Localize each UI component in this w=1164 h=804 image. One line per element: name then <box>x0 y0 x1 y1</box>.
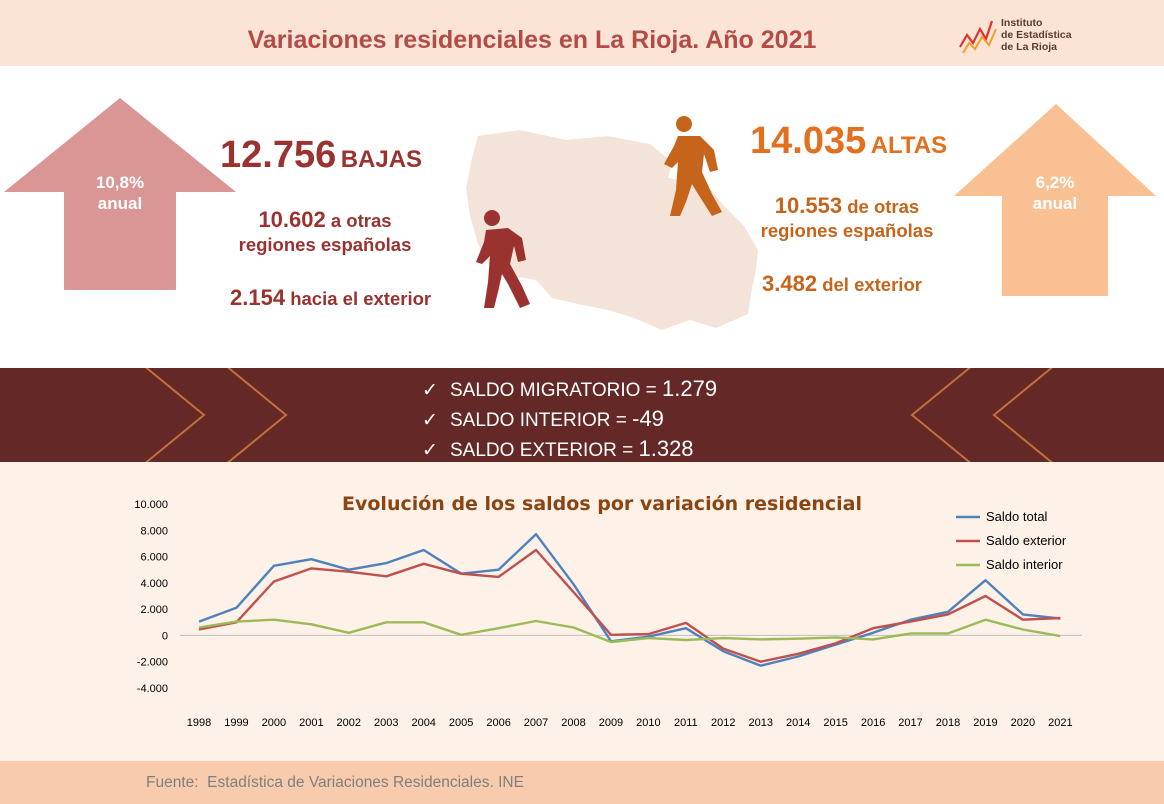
series-line-saldo-interior <box>198 618 1061 644</box>
saldo-migratorio: ✓ SALDO MIGRATORIO = 1.279 <box>422 375 717 405</box>
y-tick-label: 8.000 <box>140 525 168 537</box>
x-tick-label: 2017 <box>898 717 922 729</box>
logo-line: de Estadística <box>1001 29 1072 41</box>
x-tick-label: 2001 <box>299 717 323 729</box>
y-tick-label: -2.000 <box>137 657 168 669</box>
altas-regiones-number: 10.553 <box>774 193 843 218</box>
walking-person-altas-icon <box>664 116 722 216</box>
legend-label: Saldo total <box>986 509 1048 524</box>
legend-label: Saldo exterior <box>986 533 1067 548</box>
y-tick-label: 10.000 <box>134 499 168 511</box>
bajas-exterior-block: 2.154 hacia el exterior <box>230 286 431 311</box>
checkmark-icon: ✓ <box>422 380 438 401</box>
walking-person-bajas-icon <box>476 210 530 308</box>
saldo-exterior: ✓ SALDO EXTERIOR = 1.328 <box>422 435 717 465</box>
x-tick-label: 2012 <box>711 717 735 729</box>
x-tick-label: 1998 <box>187 717 211 729</box>
x-tick-label: 2014 <box>786 717 810 729</box>
y-tick-label: 2.000 <box>140 604 168 616</box>
saldo-label: SALDO EXTERIOR = <box>450 440 639 461</box>
bajas-exterior-text: hacia el exterior <box>290 288 432 309</box>
altas-exterior-block: 3.482 del exterior <box>762 272 922 297</box>
saldos-line-chart: Evolución de los saldos por variación re… <box>134 493 1082 729</box>
x-tick-label: 2009 <box>599 717 623 729</box>
bajas-total-number: 12.756 <box>220 134 337 176</box>
x-tick-label: 2003 <box>374 717 398 729</box>
x-tick-label: 2019 <box>973 717 997 729</box>
saldo-label: SALDO MIGRATORIO = <box>450 380 663 401</box>
x-tick-label: 2006 <box>486 717 510 729</box>
checkmark-icon: ✓ <box>422 440 438 461</box>
y-tick-label: 6.000 <box>140 552 168 564</box>
bajas-regiones-text2: regiones españolas <box>238 234 412 255</box>
chevron-left-icon <box>910 368 1068 474</box>
footer-bar: Fuente: Estadística de Variaciones Resid… <box>0 761 1164 804</box>
x-tick-label: 2011 <box>674 717 698 729</box>
x-tick-label: 2020 <box>1011 717 1035 729</box>
altas-arrow-up-icon <box>954 104 1156 296</box>
bajas-regiones-number: 10.602 <box>258 207 326 232</box>
altas-regiones-text1: de otras <box>847 196 920 217</box>
source-note: Fuente: Estadística de Variaciones Resid… <box>146 774 524 791</box>
la-rioja-map-icon <box>466 130 758 330</box>
checkmark-icon: ✓ <box>422 410 438 431</box>
bajas-unit: anual <box>97 194 143 213</box>
saldo-value: 1.328 <box>638 436 694 461</box>
logo-line: de La Rioja <box>1001 41 1058 53</box>
x-tick-label: 2021 <box>1048 717 1072 729</box>
altas-pct: 6,2% <box>1035 173 1075 192</box>
x-tick-label: 2018 <box>936 717 960 729</box>
altas-unit: anual <box>1032 194 1078 213</box>
x-tick-label: 2000 <box>262 717 286 729</box>
x-tick-label: 2013 <box>749 717 773 729</box>
y-tick-label: 0 <box>162 630 168 642</box>
saldo-value: -49 <box>632 406 664 431</box>
altas-regiones-text2: regiones españolas <box>760 220 934 241</box>
header-bar: Variaciones residenciales en La Rioja. A… <box>0 0 1164 66</box>
altas-total-number: 14.035 <box>750 120 867 162</box>
x-tick-label: 2015 <box>823 717 847 729</box>
bajas-exterior-number: 2.154 <box>230 285 286 310</box>
saldo-label: SALDO INTERIOR = <box>450 410 633 431</box>
x-tick-label: 2010 <box>636 717 660 729</box>
saldo-value: 1.279 <box>662 376 718 401</box>
altas-exterior-text: del exterior <box>822 274 922 295</box>
institute-logo-text: Instituto de Estadística de La Rioja <box>1001 17 1072 53</box>
series-line-saldo-exterior <box>198 548 1061 663</box>
saldo-interior: ✓ SALDO INTERIOR = -49 <box>422 405 717 435</box>
chart-title: Evolución de los saldos por variación re… <box>342 493 862 515</box>
altas-total-block: 14.035 ALTAS <box>750 120 947 163</box>
x-tick-label: 2005 <box>449 717 473 729</box>
saldo-list: ✓ SALDO MIGRATORIO = 1.279 ✓ SALDO INTERIO… <box>422 375 717 465</box>
x-tick-label: 1999 <box>224 717 248 729</box>
y-tick-label: 4.000 <box>140 578 168 590</box>
saldo-band <box>0 368 1164 474</box>
x-tick-label: 2008 <box>561 717 585 729</box>
bajas-total-block: 12.756 BAJAS <box>220 134 422 177</box>
page-title: Variaciones residenciales en La Rioja. A… <box>247 26 817 54</box>
chart-area <box>0 462 1164 761</box>
x-tick-label: 2004 <box>411 717 435 729</box>
altas-regiones-block: 10.553 de otras regiones españolas <box>744 194 950 243</box>
logo-line: Instituto <box>1001 17 1043 29</box>
summary-panel: 10,8% anual 6,2% anual 12.756 BAJAS 10.6… <box>0 66 1164 368</box>
series-line-saldo-total <box>198 532 1061 667</box>
bajas-arrow-up-icon <box>4 98 236 290</box>
bajas-pct: 10,8% <box>95 173 145 192</box>
x-tick-label: 2002 <box>337 717 361 729</box>
legend-label: Saldo interior <box>986 557 1063 572</box>
institute-logo-icon <box>959 20 997 54</box>
bajas-arrow-label: 10,8% anual <box>64 172 176 214</box>
y-tick-label: -4.000 <box>137 683 168 695</box>
x-tick-label: 2007 <box>524 717 548 729</box>
bajas-regiones-text1: a otras <box>330 210 392 231</box>
altas-arrow-label: 6,2% anual <box>1002 172 1108 214</box>
chevron-right-icon <box>130 368 288 474</box>
bajas-total-label: BAJAS <box>340 146 423 173</box>
bajas-regiones-block: 10.602 a otras regiones españolas <box>218 208 432 257</box>
altas-exterior-number: 3.482 <box>762 271 818 296</box>
x-tick-label: 2016 <box>861 717 885 729</box>
altas-total-label: ALTAS <box>870 132 948 159</box>
